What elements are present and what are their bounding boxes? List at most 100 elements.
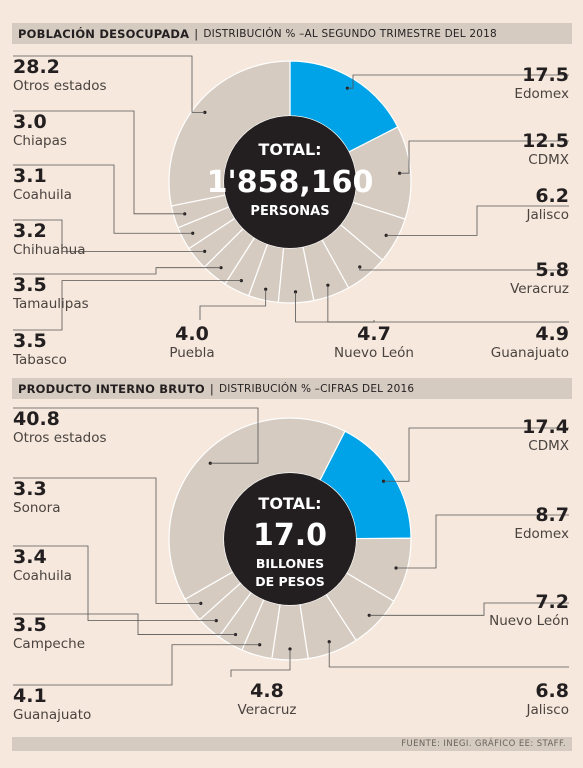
center-line1: TOTAL: xyxy=(258,140,321,159)
value-label-jalisco: 6.2 xyxy=(535,185,569,207)
leader-line-nuevo-leon xyxy=(295,291,375,323)
value-label-puebla: 4.0 xyxy=(175,323,209,345)
leader-line-edomex xyxy=(347,74,569,89)
leader-line-nuevo-leon xyxy=(369,602,569,616)
leader-line-guanajuato xyxy=(13,644,260,686)
category-label-guanajuato: Guanajuato xyxy=(13,707,91,723)
leader-dot-guanajuato xyxy=(326,283,330,287)
category-label-sonora: Sonora xyxy=(13,500,60,516)
category-label-nuevo-leon: Nuevo León xyxy=(489,613,569,629)
value-label-tabasco: 3.5 xyxy=(13,330,47,352)
chart2-subtitle: DISTRIBUCIÓN % –CIFRAS DEL 2016 xyxy=(218,382,415,395)
leader-line-jalisco xyxy=(386,205,569,236)
category-label-veracruz: Veracruz xyxy=(510,281,569,297)
category-label-otros-estados: Otros estados xyxy=(13,78,107,94)
category-label-tamaulipas: Tamaulipas xyxy=(12,296,89,312)
leader-line-chiapas xyxy=(13,110,185,215)
value-label-coahuila: 3.1 xyxy=(13,165,47,187)
slice-otros-estados xyxy=(168,60,291,207)
category-label-puebla: Puebla xyxy=(169,345,214,361)
leader-line-coahuila xyxy=(13,164,193,234)
category-label-otros-estados: Otros estados xyxy=(13,430,107,446)
category-label-campeche: Campeche xyxy=(13,636,85,652)
leader-line-cdmx xyxy=(383,427,569,482)
value-label-otros-estados: 40.8 xyxy=(13,408,60,430)
chart1-title: POBLACIÓN DESOCUPADA xyxy=(18,26,190,41)
value-label-tamaulipas: 3.5 xyxy=(13,274,47,296)
value-label-nuevo-leon: 7.2 xyxy=(535,591,569,613)
source-text: FUENTE: INEGI. GRÁFICO EE: STAFF. xyxy=(401,739,566,749)
leader-line-veracruz xyxy=(230,649,291,677)
category-label-tabasco: Tabasco xyxy=(12,352,67,368)
category-label-jalisco: Jalisco xyxy=(526,207,569,223)
leader-line-coahuila xyxy=(13,545,217,621)
leader-dot-jalisco xyxy=(327,640,331,644)
value-label-veracruz: 5.8 xyxy=(535,259,569,281)
center-line4: DE PESOS xyxy=(255,574,325,589)
category-label-chihuahua: Chihuahua xyxy=(13,242,86,258)
category-label-jalisco: Jalisco xyxy=(526,702,569,718)
center-line2: 1'858,160 xyxy=(207,165,374,200)
category-label-chiapas: Chiapas xyxy=(13,133,67,149)
category-label-edomex: Edomex xyxy=(514,526,569,542)
leader-line-campeche xyxy=(13,613,236,635)
center-line2: 17.0 xyxy=(253,518,327,553)
value-label-guanajuato: 4.1 xyxy=(13,685,47,707)
value-label-cdmx: 12.5 xyxy=(522,130,569,152)
leader-line-puebla xyxy=(199,289,267,320)
value-label-chihuahua: 3.2 xyxy=(13,220,47,242)
chart1-title-separator: | xyxy=(194,26,199,41)
center-line3: BILLONES xyxy=(256,556,324,571)
category-label-coahuila: Coahuila xyxy=(13,187,72,203)
chart2-title-separator: | xyxy=(209,381,214,396)
value-label-nuevo-leon: 4.7 xyxy=(357,323,391,345)
leader-lines xyxy=(13,407,569,686)
leader-line-chihuahua xyxy=(13,219,205,252)
value-label-coahuila: 3.4 xyxy=(13,546,47,568)
value-label-cdmx: 17.4 xyxy=(522,416,569,438)
value-label-campeche: 3.5 xyxy=(13,614,47,636)
center-line3: PERSONAS xyxy=(250,204,329,219)
value-label-jalisco: 6.8 xyxy=(535,680,569,702)
leader-line-veracruz xyxy=(359,267,569,271)
leader-line-otros-estados xyxy=(13,407,259,464)
leader-line-sonora xyxy=(13,477,201,604)
leader-line-cdmx xyxy=(399,140,569,174)
category-label-nuevo-leon: Nuevo León xyxy=(334,345,414,361)
value-label-otros-estados: 28.2 xyxy=(13,56,60,78)
category-label-cdmx: CDMX xyxy=(528,438,569,454)
leader-dot-nuevo-leon xyxy=(293,290,298,294)
leader-line-otros-estados xyxy=(13,55,205,113)
leader-dot-veracruz xyxy=(358,265,362,269)
category-label-guanajuato: Guanajuato xyxy=(491,345,569,361)
leader-line-edomex xyxy=(396,514,569,569)
category-label-coahuila: Coahuila xyxy=(13,568,72,584)
value-label-chiapas: 3.0 xyxy=(13,111,47,133)
category-label-cdmx: CDMX xyxy=(528,152,569,168)
category-label-veracruz: Veracruz xyxy=(238,702,297,718)
chart2-title: PRODUCTO INTERNO BRUTO xyxy=(18,381,205,396)
leader-line-jalisco xyxy=(328,641,569,668)
leader-line-tabasco xyxy=(13,280,242,331)
source-footer: FUENTE: INEGI. GRÁFICO EE: STAFF. xyxy=(12,737,572,751)
slices xyxy=(168,60,412,304)
chart2-header: PRODUCTO INTERNO BRUTO | DISTRIBUCIÓN % … xyxy=(12,378,572,399)
value-label-edomex: 8.7 xyxy=(535,504,569,526)
chart1-header: POBLACIÓN DESOCUPADA | DISTRIBUCIÓN % –A… xyxy=(12,23,572,44)
leader-dot-otros-estados xyxy=(208,461,212,465)
center-disc xyxy=(224,116,356,248)
chart1-subtitle: DISTRIBUCIÓN % –AL SEGUNDO TRIMESTRE DEL… xyxy=(203,27,497,40)
category-label-edomex: Edomex xyxy=(514,86,569,102)
leader-dot-puebla xyxy=(264,287,268,291)
value-label-sonora: 3.3 xyxy=(13,478,47,500)
value-label-veracruz: 4.8 xyxy=(250,680,284,702)
leader-line-tamaulipas xyxy=(13,267,222,275)
center-disc xyxy=(224,473,356,605)
center-line1: TOTAL: xyxy=(258,494,321,513)
leader-lines xyxy=(13,55,569,331)
value-label-guanajuato: 4.9 xyxy=(535,323,569,345)
